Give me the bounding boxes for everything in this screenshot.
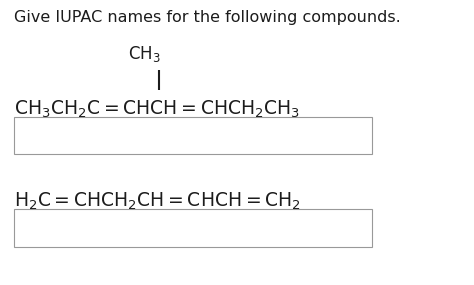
Text: $\mathsf{H_2C{=}CHCH_2CH{=}CHCH{=}CH_2}$: $\mathsf{H_2C{=}CHCH_2CH{=}CHCH{=}CH_2}$ — [14, 191, 301, 212]
Text: $\mathsf{CH_3CH_2C{=}CHCH{=}CHCH_2CH_3}$: $\mathsf{CH_3CH_2C{=}CHCH{=}CHCH_2CH_3}$ — [14, 98, 301, 120]
FancyBboxPatch shape — [14, 117, 372, 154]
Text: $\mathsf{CH_3}$: $\mathsf{CH_3}$ — [128, 44, 161, 64]
FancyBboxPatch shape — [14, 209, 372, 247]
Text: Give IUPAC names for the following compounds.: Give IUPAC names for the following compo… — [14, 10, 401, 25]
